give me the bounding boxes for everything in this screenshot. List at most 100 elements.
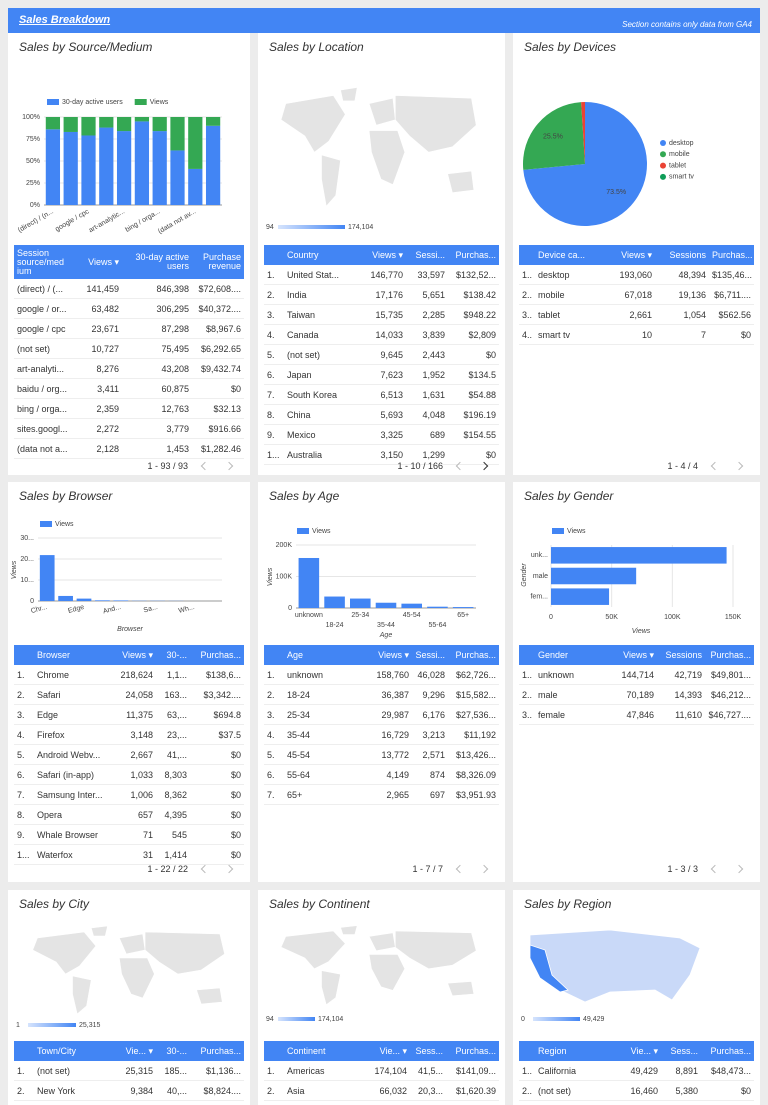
column-header[interactable]: Device ca... [538,250,586,260]
table-cell: 3.. [522,709,533,720]
table-cell: Waterfox [37,849,73,860]
table-cell: 13,772 [381,749,409,760]
bar [39,555,55,601]
column-header[interactable]: Views ▾ [122,649,153,660]
column-header[interactable]: Sessions [665,650,702,660]
table-cell: 2,443 [422,349,445,360]
column-header[interactable]: Purchase revenue [202,253,241,271]
table-cell: (not set) [37,1065,71,1076]
table-cell: 17,176 [375,289,403,300]
table-cell: 8. [267,409,275,420]
column-header[interactable]: Purchas... [710,650,751,660]
map-shape [447,981,475,997]
map-legend-min: 0 [521,1016,525,1023]
legend-swatch [552,528,564,534]
column-header[interactable]: Purchas... [455,650,496,660]
column-header[interactable]: Age [287,650,304,660]
legend-label: 30-day active users [62,99,123,106]
column-header[interactable]: Views ▾ [88,257,119,267]
table-cell: 42,719 [674,669,702,680]
legend-label: Views [55,521,74,528]
table-row: 9. Whale Browser 71 545 $0 [14,825,244,845]
column-header[interactable]: Vie... ▾ [630,1045,658,1056]
table-cell: 4. [267,729,275,740]
table-cell: (not set) [287,349,321,360]
bar [45,129,61,205]
data-table: Browser Views ▾ 30-... Purchas... 1. Chrome 21… [14,645,244,865]
bar [452,607,474,608]
table-row: 5. 45-54 13,772 2,571 $13,426... [264,745,499,765]
table-cell: $46,727.... [708,709,751,720]
table-header: Continent Vie... ▾ Sess... Purchas... [264,1041,499,1061]
pie-value-label: 25.5% [543,133,563,140]
column-header[interactable]: Town/City [37,1046,77,1056]
column-header[interactable]: Region [538,1046,567,1056]
table-cell: $141,09... [455,1065,496,1076]
column-header[interactable]: Views ▾ [623,649,654,660]
column-header[interactable]: Sessions [669,250,706,260]
bar [427,606,448,608]
column-header[interactable]: Continent [287,1046,326,1056]
column-header[interactable]: Sessi... [415,250,445,260]
table-cell: Taiwan [287,309,316,320]
table-header: Device ca... Views ▾ Sessions Purchas... [519,245,754,265]
map-legend-scale [278,225,345,229]
y-tick-label: 30... [20,535,34,542]
column-header[interactable]: Sess... [415,1046,443,1056]
column-header[interactable]: Views ▾ [378,649,409,660]
x-tick-label: (direct) / (n... [17,208,55,234]
table-row: 3. Edge 11,375 63,... $694.8 [14,705,244,725]
column-header[interactable]: Purchas... [455,1046,496,1056]
map-shape [90,925,108,937]
table-row: art-analyti... 8,276 43,208 $9,432.74 [14,359,244,379]
table-cell: $0 [230,383,241,394]
y-tick-label: 25% [26,180,40,187]
table-cell: 36,387 [381,689,409,700]
table-cell: China [287,409,311,420]
column-header[interactable]: 30-... [166,1046,187,1056]
table-cell: 2. [267,1085,275,1096]
table-cell: 4. [17,729,25,740]
table-cell: $49,801... [710,669,751,680]
table-cell: $694.8 [213,709,241,720]
pagination: 1 - 3 / 3 [667,864,698,874]
column-header[interactable]: Browser [37,650,71,660]
table-cell: 6. [267,369,275,380]
column-header[interactable]: Gender [538,650,569,660]
column-header[interactable]: Session source/med ium [17,248,65,276]
column-header[interactable]: Purchas... [710,1046,751,1056]
column-header[interactable]: Purchas... [200,1046,241,1056]
table-cell: $132,52... [455,269,496,280]
table-row: 5. (not set) 9,645 2,443 $0 [264,345,499,365]
column-header[interactable]: Purchas... [200,650,241,660]
y-tick-label: 100% [22,114,40,121]
column-header[interactable]: Vie... ▾ [125,1045,153,1056]
column-header[interactable]: 30-... [166,650,187,660]
column-header[interactable]: Sessi... [415,650,445,660]
table-cell: 60,875 [161,383,189,394]
column-header[interactable]: Purchas... [712,250,753,260]
table-row: 1. (not set) 25,315 185... $1,136... [14,1061,244,1081]
table-cell: 1,054 [683,309,706,320]
legend-label: desktop [669,140,694,147]
column-header[interactable]: Vie... ▾ [379,1045,407,1056]
table-cell: bing / orga... [17,403,68,414]
bar [205,125,221,205]
bar [81,135,96,205]
column-header[interactable]: Sess... [670,1046,698,1056]
column-header[interactable]: Views ▾ [372,249,403,260]
column-header[interactable]: Country [287,250,319,260]
bar [324,596,345,608]
column-header[interactable]: Views ▾ [621,249,652,260]
map-legend-min: 94 [266,224,274,231]
column-header[interactable]: Purchas... [455,250,496,260]
table-cell: 45-54 [287,749,311,760]
table-cell: 11,375 [126,709,153,720]
column-header[interactable]: 30-day active users [135,253,189,271]
legend-swatch [47,99,59,105]
table-cell: 23,671 [91,323,119,334]
table-cell: 146,770 [370,269,403,280]
x-tick-label: unknown [295,612,323,619]
table-row: 1. unknown 158,760 46,028 $62,726... [264,665,499,685]
